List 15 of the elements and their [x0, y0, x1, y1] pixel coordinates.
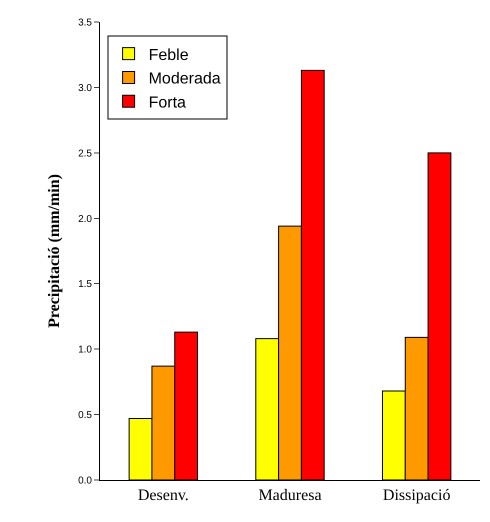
legend-label: Feble — [148, 46, 189, 64]
legend-label: Moderada — [148, 70, 221, 88]
y-tick-label: 0.0 — [78, 476, 92, 486]
y-tick-label: 0.5 — [78, 410, 92, 422]
y-tick-label: 1.5 — [78, 279, 92, 290]
y-tick-label: 1.0 — [78, 344, 92, 356]
legend-label: Forta — [148, 94, 186, 112]
y-axis-title: Precipitació (mm/min) — [46, 174, 63, 328]
x-tick-label: Dissipació — [382, 487, 450, 504]
x-tick-label: Desenv. — [138, 487, 189, 504]
y-tick-label: 3.0 — [78, 82, 92, 94]
y-tick-label: 3.5 — [78, 18, 92, 28]
y-tick-label: 2.5 — [78, 148, 92, 160]
y-tick-label: 2.0 — [78, 214, 92, 225]
x-tick-label: Maduresa — [258, 487, 322, 504]
